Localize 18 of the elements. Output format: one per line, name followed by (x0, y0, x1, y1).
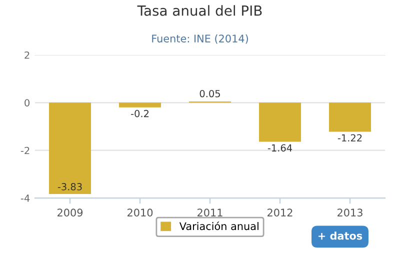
legend-label: Variación anual (179, 222, 258, 230)
data-label: -1.64 (268, 144, 292, 152)
x-tick-label: 2011 (198, 208, 222, 217)
text: + datos (318, 232, 362, 240)
x-tick-label: 2010 (128, 208, 153, 217)
chart-title: Tasa anual del PIB (137, 5, 262, 16)
data-label: -3.83 (58, 183, 82, 190)
data-label: -0.2 (130, 110, 149, 118)
data-label: 0.05 (200, 90, 220, 98)
y-tick-label: 0 (24, 99, 30, 106)
x-tick-label: 2009 (58, 208, 83, 217)
data-label: -1.22 (338, 134, 362, 142)
x-tick-label: 2012 (268, 208, 292, 217)
y-tick-label: -2 (20, 146, 30, 154)
y-tick-label: 2 (24, 51, 30, 59)
x-tick-label: 2013 (338, 208, 362, 217)
chart-subtitle: Fuente: INE (2014) (152, 34, 248, 44)
y-tick-label: -4 (20, 194, 30, 202)
